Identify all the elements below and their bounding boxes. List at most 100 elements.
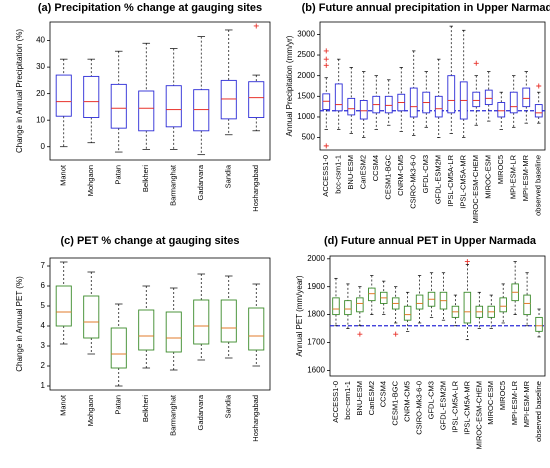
y-tick-label: 40 xyxy=(36,36,45,45)
y-tick-label: 2500 xyxy=(297,50,315,59)
box xyxy=(497,102,506,118)
x-tick-label: CanESM2 xyxy=(367,381,376,415)
x-tick-label: Manot xyxy=(59,394,68,416)
y-tick-label: 5 xyxy=(41,301,46,310)
x-tick-label: Hoshangabad xyxy=(251,165,260,212)
x-tick-label: Patan xyxy=(114,395,123,415)
box xyxy=(347,97,356,116)
x-tick-label: Barmanghat xyxy=(169,164,178,206)
y-tick-label: 30 xyxy=(36,62,45,71)
box xyxy=(165,85,182,128)
y-tick-label: 1800 xyxy=(307,310,325,319)
box xyxy=(368,287,376,302)
box xyxy=(193,89,210,132)
y-axis-label: Annual Precipitation (mm/yr) xyxy=(285,35,294,136)
y-tick-label: 500 xyxy=(302,133,316,142)
x-tick-label: CSIRO-Mk3-6-0 xyxy=(415,381,424,435)
x-tick-label: Sandia xyxy=(224,164,233,188)
x-tick-label: IPSL-CM5A-LR xyxy=(450,380,459,432)
x-tick-label: Mohgaon xyxy=(86,395,95,426)
x-tick-label: Sandia xyxy=(224,394,233,418)
x-tick-label: Manot xyxy=(59,164,68,186)
x-tick-label: MIROC-ESM xyxy=(486,381,495,425)
panel-title: (c) PET % change at gauging sites xyxy=(60,235,239,247)
x-tick-label: Belkheri xyxy=(141,395,150,422)
x-tick-label: IPSL-CM5A-MR xyxy=(459,154,468,208)
x-tick-label: MIROC-ESM xyxy=(484,155,493,199)
box xyxy=(523,294,531,316)
box xyxy=(138,309,155,351)
outlier xyxy=(253,23,259,29)
y-tick-label: 4 xyxy=(41,321,46,330)
panel-title: (b) Future annual precipitation in Upper… xyxy=(302,2,550,14)
y-tick-label: 1000 xyxy=(297,112,315,121)
y-tick-label: 3 xyxy=(41,341,46,350)
y-tick-label: 6 xyxy=(41,281,46,290)
y-tick-label: 10 xyxy=(36,115,45,124)
x-tick-label: IPSL-CM5A-LR xyxy=(446,154,455,206)
x-tick-label: MIROC-ESM-CHEM xyxy=(471,155,480,223)
box xyxy=(110,327,127,369)
y-axis-label: Change in Annual Precipitation (%) xyxy=(15,29,24,153)
box xyxy=(344,300,352,316)
box xyxy=(463,291,472,324)
outlier xyxy=(323,62,329,68)
x-tick-label: GFDL-ESM2M xyxy=(434,155,443,204)
box xyxy=(535,316,543,332)
plot-frame xyxy=(49,257,271,391)
x-tick-label: Patan xyxy=(114,165,123,185)
x-tick-label: CESM1-BGC xyxy=(391,380,400,425)
outlier xyxy=(323,143,329,149)
box xyxy=(434,95,443,118)
outlier xyxy=(323,48,329,54)
y-tick-label: 1500 xyxy=(297,91,315,100)
y-tick-label: 1900 xyxy=(307,282,325,291)
x-tick-label: CSIRO-Mk3-6-0 xyxy=(409,155,418,209)
x-tick-label: GFDL-ESM2M xyxy=(438,381,447,430)
plot-frame xyxy=(49,21,271,161)
x-tick-label: Gadarvara xyxy=(196,164,205,200)
box xyxy=(472,91,481,108)
box xyxy=(334,83,343,112)
x-tick-label: MIROC5 xyxy=(498,381,507,410)
y-tick-label: 1 xyxy=(41,381,46,390)
y-tick-label: 1600 xyxy=(307,366,325,375)
box xyxy=(138,90,155,132)
x-tick-label: MPI-ESM-MR xyxy=(522,380,531,427)
outlier xyxy=(464,259,470,265)
x-tick-label: Barmanghat xyxy=(169,394,178,436)
plot-frame xyxy=(329,255,546,377)
y-axis-label: Annual PET (mm/year) xyxy=(295,275,304,357)
x-tick-label: observed baseline xyxy=(534,155,543,216)
x-tick-label: MPI-ESM-LR xyxy=(509,154,518,199)
x-tick-label: GFDL-CM3 xyxy=(421,155,430,193)
x-tick-label: CanESM2 xyxy=(359,155,368,189)
y-tick-label: 2000 xyxy=(307,254,325,263)
y-tick-label: 2000 xyxy=(297,71,315,80)
box xyxy=(332,297,340,316)
outlier xyxy=(357,331,363,337)
x-tick-label: Belkheri xyxy=(141,165,150,192)
x-tick-label: CCSM4 xyxy=(371,155,380,181)
x-tick-label: observed baseline xyxy=(534,381,543,442)
box xyxy=(415,294,424,310)
x-tick-label: CESM1-BGC xyxy=(384,154,393,199)
x-tick-label: MIROC-ESM-CHEM xyxy=(474,381,483,449)
y-tick-label: 2 xyxy=(41,361,46,370)
box xyxy=(83,75,100,118)
box xyxy=(83,295,100,339)
x-tick-label: MPI-ESM-LR xyxy=(510,380,519,425)
x-tick-label: bcc-csm1-1 xyxy=(343,381,352,420)
box xyxy=(359,100,368,120)
panel-title: (d) Future annual PET in Upper Narmada xyxy=(324,235,537,247)
x-tick-label: ACCESS1-0 xyxy=(321,155,330,197)
x-tick-label: bcc-csm1-1 xyxy=(334,155,343,194)
x-tick-label: IPSL-CM5A-MR xyxy=(462,380,471,434)
box xyxy=(55,285,72,327)
x-tick-label: ACCESS1-0 xyxy=(331,381,340,423)
box xyxy=(499,297,507,313)
y-tick-label: 3000 xyxy=(297,29,315,38)
box xyxy=(356,297,364,313)
box xyxy=(403,305,412,321)
